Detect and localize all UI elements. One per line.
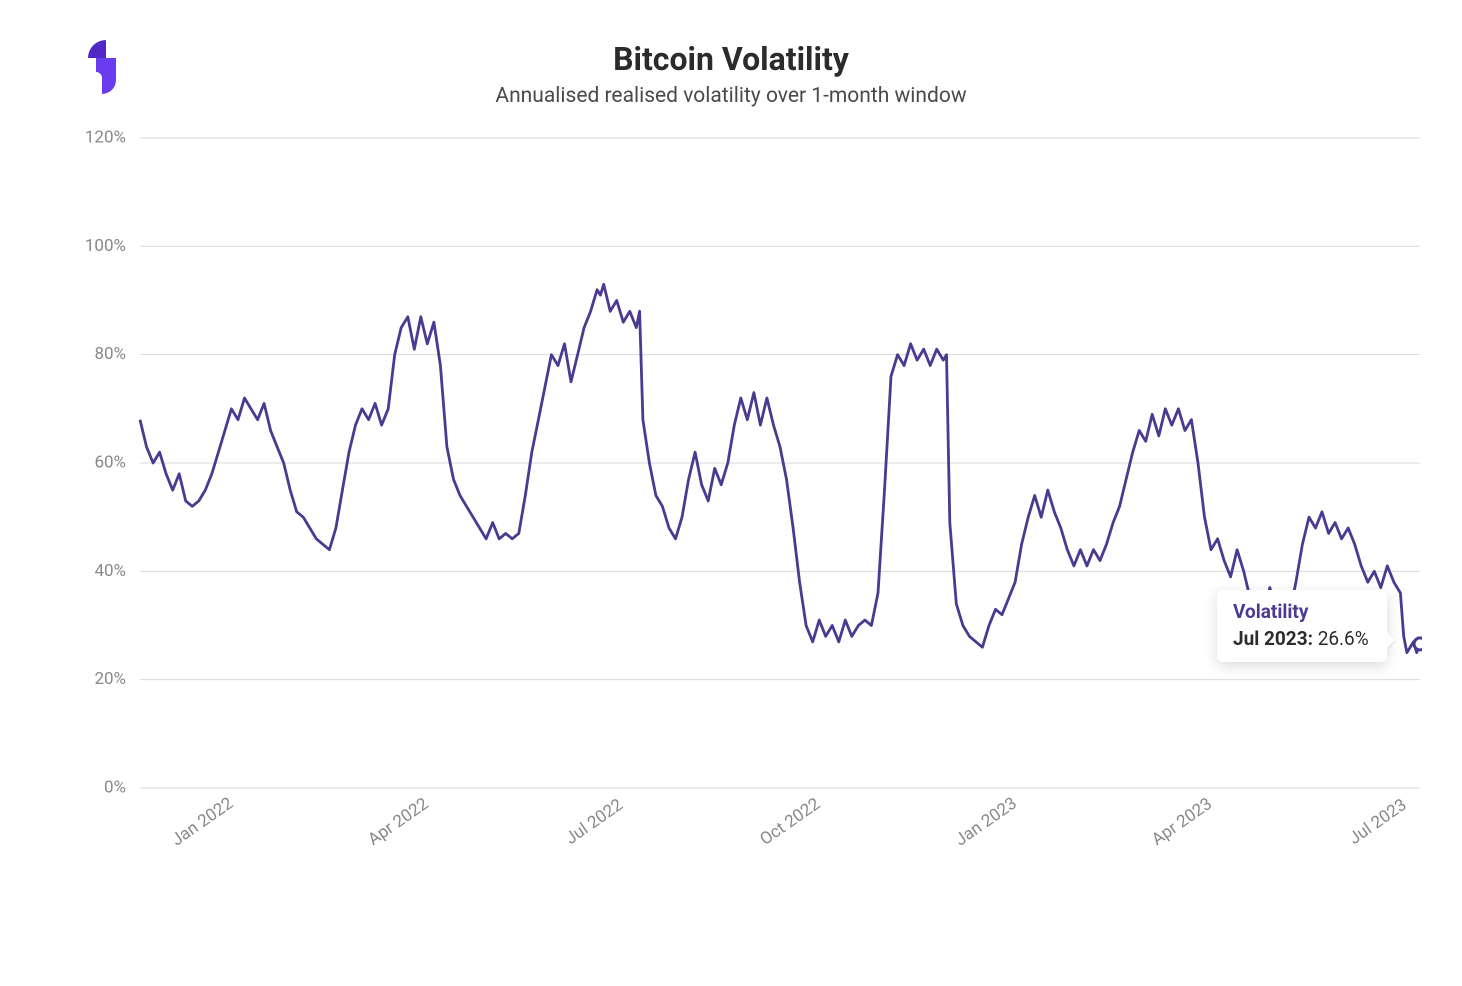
logo-half-circle xyxy=(88,40,106,58)
chart-subtitle: Annualised realised volatility over 1-mo… xyxy=(40,84,1422,108)
logo-j-shape xyxy=(96,58,116,94)
x-tick-label: Apr 2023 xyxy=(1148,794,1216,850)
y-tick-label: 40% xyxy=(94,561,126,581)
chart-plot-area[interactable]: 0% 20% 40% 60% 80% 100% 120% Jan 2022 Apr 2022 Ju… xyxy=(40,128,1422,888)
x-tick-label: Jan 2023 xyxy=(952,794,1021,851)
y-tick-label: 80% xyxy=(94,344,126,364)
x-tick-label: Jul 2023 xyxy=(1345,795,1410,849)
tooltip-value-row: Jul 2023: 26.6% xyxy=(1233,627,1371,650)
y-tick-label: 60% xyxy=(94,452,126,472)
y-tick-label: 100% xyxy=(85,236,126,256)
tooltip-value: 26.6% xyxy=(1318,627,1369,650)
x-tick-label: Apr 2022 xyxy=(364,794,432,850)
brand-logo xyxy=(76,38,136,98)
chart-title: Bitcoin Volatility xyxy=(40,40,1422,78)
y-tick-label: 0% xyxy=(104,777,126,797)
x-tick-label: Jul 2022 xyxy=(562,795,627,849)
chart-container: Bitcoin Volatility Annualised realised v… xyxy=(0,0,1462,986)
x-tick-label: Oct 2022 xyxy=(756,794,824,850)
x-tick-label: Jan 2022 xyxy=(168,794,237,851)
tooltip-date: Jul 2023: xyxy=(1233,627,1313,650)
chart-tooltip: Volatility Jul 2023: 26.6% xyxy=(1217,590,1387,662)
y-tick-label: 120% xyxy=(85,128,126,147)
hover-point-marker xyxy=(1414,638,1422,650)
y-tick-label: 20% xyxy=(94,669,126,689)
tooltip-title: Volatility xyxy=(1233,600,1371,623)
chart-svg: 0% 20% 40% 60% 80% 100% 120% Jan 2022 Apr 2022 Ju… xyxy=(40,128,1422,888)
